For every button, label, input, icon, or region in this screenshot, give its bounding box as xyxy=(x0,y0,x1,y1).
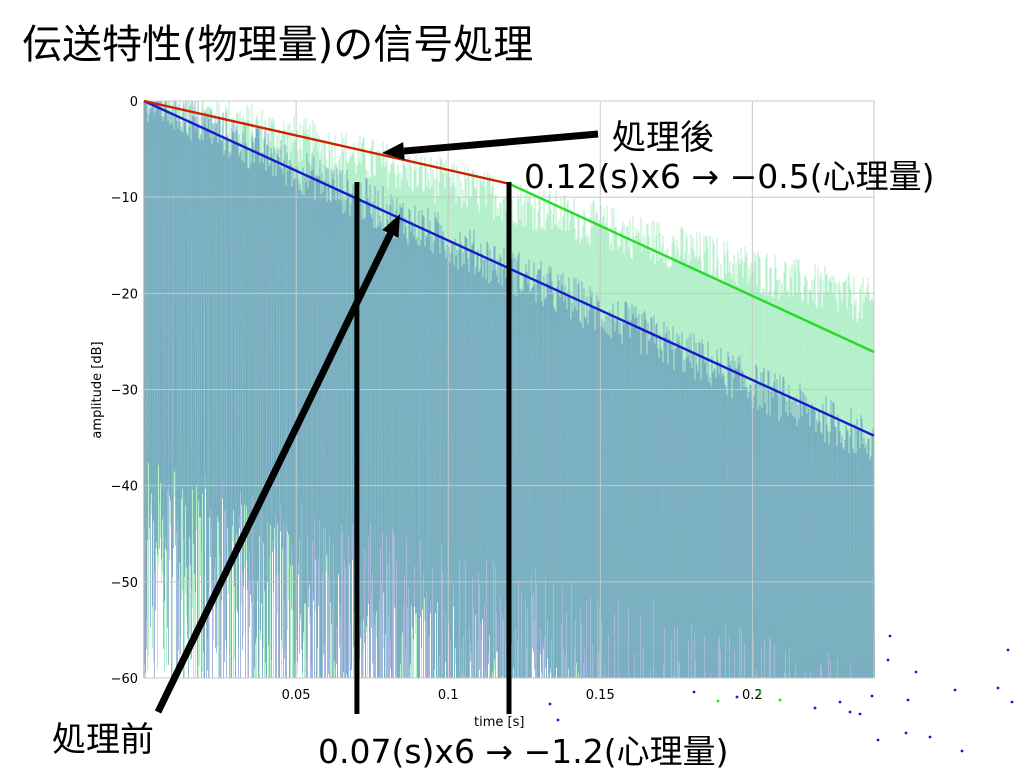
before-arrow xyxy=(154,214,400,714)
stray-dot xyxy=(778,698,782,702)
y-tick-label: 0 xyxy=(130,95,138,110)
before-label: 処理前 xyxy=(52,720,154,760)
y-tick-label: −60 xyxy=(111,672,138,687)
after-label: 処理後 xyxy=(612,118,714,158)
stray-dots xyxy=(548,634,1014,753)
x-tick-label: 0.1 xyxy=(438,688,459,703)
stray-dot xyxy=(906,698,910,702)
arrow-head xyxy=(382,142,405,161)
stray-dot xyxy=(888,634,892,638)
arrow-shaft xyxy=(403,130,599,155)
stray-dot xyxy=(928,735,932,739)
y-tick-label: −30 xyxy=(111,384,138,399)
stray-dot xyxy=(735,695,739,699)
chart-ticks: 0 −10 −20 −30 −40 −50 −60 0.05 0.1 0.15 0.2 xyxy=(111,95,763,703)
arrow-shaft xyxy=(154,232,394,714)
stray-dot xyxy=(1010,700,1014,704)
after-arrow xyxy=(382,130,599,161)
x-axis-label: time [s] xyxy=(474,715,524,730)
stray-dot xyxy=(953,688,957,692)
time-markers xyxy=(354,182,512,714)
y-axis-label: amplitude [dB] xyxy=(90,341,105,438)
arrow-head xyxy=(382,214,400,238)
stray-dot xyxy=(870,694,874,698)
stray-dot xyxy=(960,749,964,753)
stray-dot xyxy=(848,710,852,714)
stray-dot xyxy=(758,690,762,694)
x-tick-label: 0.05 xyxy=(282,688,311,703)
stray-dot xyxy=(904,731,908,735)
stray-dot xyxy=(996,686,1000,690)
x-tick-label: 0.2 xyxy=(742,688,763,703)
stray-dot xyxy=(716,699,720,703)
annotation-arrows xyxy=(154,130,599,714)
stray-dot xyxy=(692,690,696,694)
stray-dot xyxy=(838,700,842,704)
series-after_rest xyxy=(508,182,875,354)
stray-dot xyxy=(1006,648,1010,652)
x-tick-label: 0.15 xyxy=(586,688,615,703)
stray-dot xyxy=(914,670,918,674)
before-note: 0.07(s)x6 → −1.2(心理量) xyxy=(318,732,729,771)
stray-dot xyxy=(876,738,880,742)
y-tick-label: −50 xyxy=(111,576,138,591)
series-after_processed xyxy=(143,99,510,185)
y-tick-label: −20 xyxy=(111,287,138,302)
after-note: 0.12(s)x6 → −0.5(心理量) xyxy=(524,157,935,196)
y-tick-label: −10 xyxy=(111,191,138,206)
stray-dot xyxy=(813,706,817,710)
stray-dot xyxy=(556,718,560,722)
slide-title: 伝送特性(物理量)の信号処理 xyxy=(22,22,534,68)
stray-dot xyxy=(548,702,552,706)
stray-dot xyxy=(858,712,862,716)
y-tick-label: −40 xyxy=(111,480,138,495)
stray-dot xyxy=(886,658,890,662)
